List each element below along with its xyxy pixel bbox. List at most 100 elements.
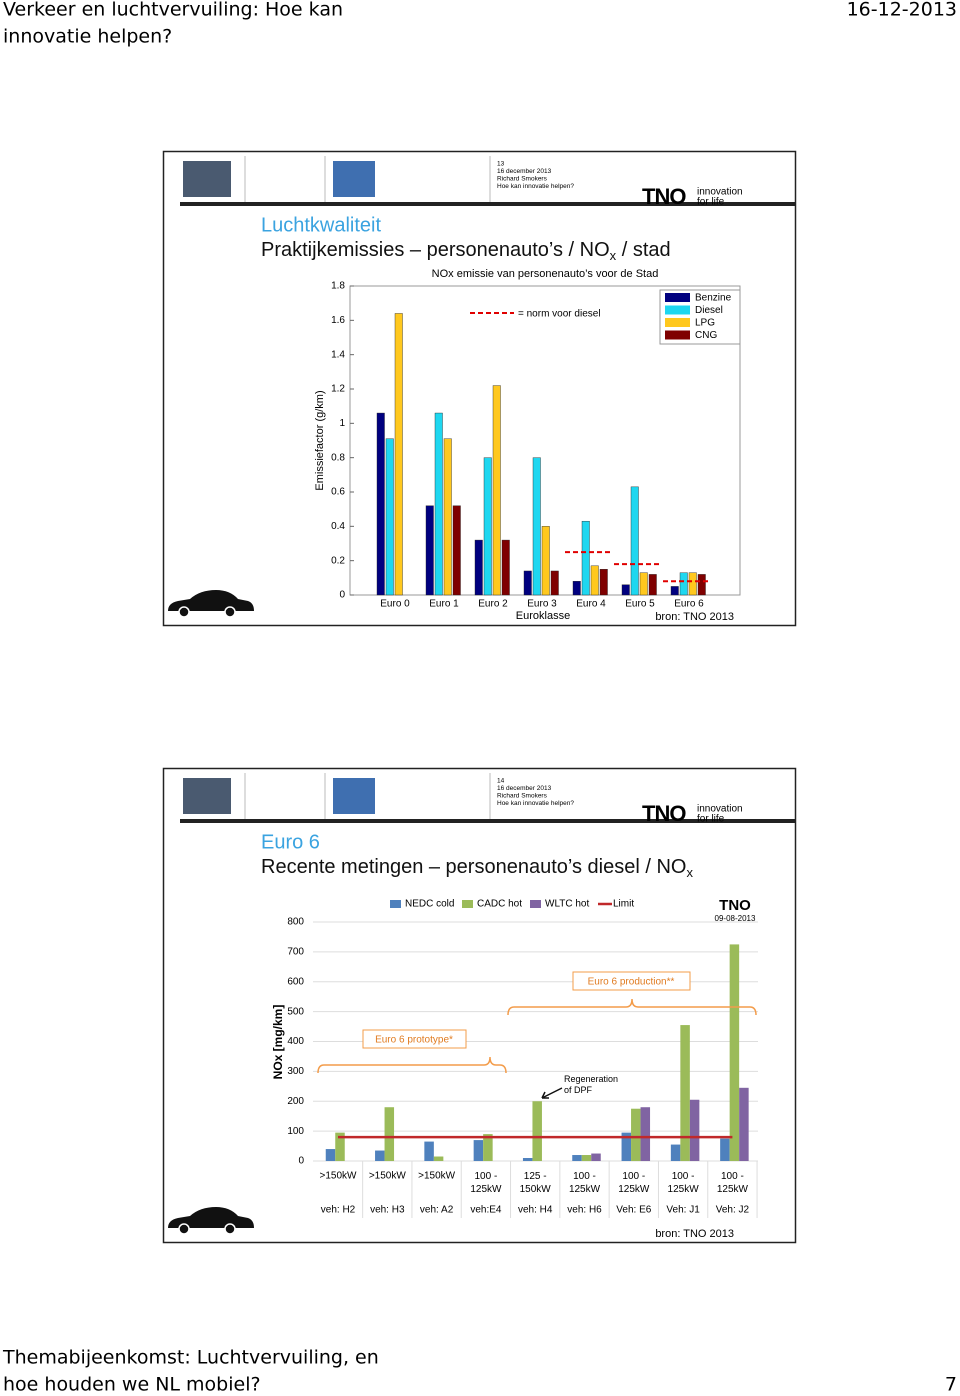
x-tick-part: 125kW xyxy=(569,1184,601,1195)
x-tick-label: Euro 0 xyxy=(380,599,410,610)
legend-label: CNG xyxy=(695,330,717,341)
bar xyxy=(670,1144,681,1161)
vehicle-label: veh: H4 xyxy=(518,1205,553,1216)
bar xyxy=(630,486,639,596)
bar xyxy=(729,944,740,1161)
vehicle-label: Veh: J1 xyxy=(666,1205,700,1216)
annotation: Euro 6 production** xyxy=(588,977,675,988)
y-axis-label: Emissiefactor (g/km) xyxy=(314,390,326,490)
bar xyxy=(590,565,599,596)
title-part: Recente metingen – personenauto’s diesel… xyxy=(261,856,686,878)
logo-mark: TNO xyxy=(642,184,686,209)
legend-label: NEDC cold xyxy=(405,899,454,910)
vehicle-label: Veh: E6 xyxy=(616,1205,651,1216)
slide-title: Recente metingen – personenauto’s diesel… xyxy=(261,856,693,880)
y-tick-label: 0.2 xyxy=(331,555,345,566)
bar xyxy=(483,1134,493,1161)
footer-text: hoe houden we NL mobiel? xyxy=(3,1374,261,1396)
bar xyxy=(424,1141,434,1161)
vehicle-label: veh: H3 xyxy=(370,1205,405,1216)
photo xyxy=(183,161,231,197)
bar xyxy=(639,572,648,596)
legend-swatch xyxy=(665,305,690,315)
logo-tagline: innovation xyxy=(697,804,743,815)
x-tick-part: 150kW xyxy=(520,1184,552,1195)
car-wheel xyxy=(178,1223,190,1235)
y-tick-label: 600 xyxy=(287,976,304,987)
slide-meta: 16 december 2013 xyxy=(497,168,552,175)
y-tick-label: 1.4 xyxy=(331,349,345,360)
bar xyxy=(492,385,501,596)
x-tick-part: 100 - xyxy=(622,1171,645,1182)
car-icon xyxy=(168,590,254,611)
x-tick-label: Euro 3 xyxy=(527,599,557,610)
x-tick-label: 100 - 125kW xyxy=(618,1171,650,1195)
bar xyxy=(581,520,590,596)
header-title: Verkeer en luchtvervuiling: Hoe kan xyxy=(3,0,343,21)
x-tick-label: Euro 1 xyxy=(429,599,459,610)
title-part: Praktijkemissies – personenauto’s / NO xyxy=(261,239,610,261)
y-tick-label: 1.8 xyxy=(331,281,345,292)
bar xyxy=(473,1140,484,1161)
norm-label: = norm voor diesel xyxy=(518,309,601,320)
x-tick-label: 100 - 125kW xyxy=(717,1171,749,1195)
bar xyxy=(376,412,385,596)
x-tick-part: 100 - xyxy=(573,1171,596,1182)
bar xyxy=(483,457,492,596)
x-tick-part: 125 - xyxy=(524,1171,547,1182)
bar xyxy=(689,1099,700,1161)
annotation-part: Regeneration xyxy=(564,1074,618,1084)
legend-swatch xyxy=(665,318,690,327)
y-tick-label: 0.4 xyxy=(331,521,345,532)
logo-mark: TNO xyxy=(642,801,686,826)
x-tick-part: 125kW xyxy=(470,1184,502,1195)
bar xyxy=(572,1155,582,1161)
x-tick-label: 100 - 125kW xyxy=(569,1171,601,1195)
bar xyxy=(572,581,581,596)
bar xyxy=(640,1107,651,1161)
x-tick-part: 125kW xyxy=(668,1184,700,1195)
photo xyxy=(183,778,231,814)
slide-meta: 14 xyxy=(497,778,505,785)
slide-kicker: Luchtkwaliteit xyxy=(261,214,382,236)
photo xyxy=(333,161,375,197)
legend-label: WLTC hot xyxy=(545,899,589,910)
annotation-box xyxy=(362,1029,467,1049)
legend-swatch xyxy=(530,900,541,908)
car-icon xyxy=(168,1207,254,1228)
annotation: Regeneration of DPF xyxy=(564,1074,618,1095)
car-wheel xyxy=(224,1223,236,1235)
page-number: 7 xyxy=(945,1374,957,1396)
bar xyxy=(550,570,559,596)
x-tick-label: >150kW xyxy=(320,1171,358,1182)
vehicle-label: veh: H6 xyxy=(567,1205,602,1216)
y-tick-label: 200 xyxy=(287,1096,304,1107)
y-tick-label: 100 xyxy=(287,1126,304,1137)
y-tick-label: 1.2 xyxy=(331,384,345,395)
x-tick-part: 125kW xyxy=(717,1184,749,1195)
header-date: 16-12-2013 xyxy=(847,0,957,21)
slide-meta: Hoe kan innovatie helpen? xyxy=(497,183,574,190)
bar xyxy=(599,569,608,596)
y-tick-label: 800 xyxy=(287,917,304,928)
brace xyxy=(507,998,757,1016)
legend-label: CADC hot xyxy=(477,899,522,910)
bar xyxy=(670,586,679,596)
slide-kicker: Euro 6 xyxy=(261,831,320,853)
vehicle-label: veh: H2 xyxy=(321,1205,356,1216)
bar xyxy=(522,1158,533,1161)
source: bron: TNO 2013 xyxy=(655,1228,734,1240)
bar xyxy=(720,1138,730,1161)
header-bar xyxy=(180,202,795,206)
arrow xyxy=(541,1087,563,1099)
bar xyxy=(621,584,630,596)
y-tick-label: 0 xyxy=(339,590,345,601)
bar xyxy=(384,1107,395,1161)
y-tick-label: 700 xyxy=(287,947,304,958)
bar xyxy=(433,1156,444,1161)
bar xyxy=(452,505,461,596)
legend-swatch xyxy=(462,900,473,908)
title-part: x xyxy=(686,865,693,880)
bar xyxy=(443,438,452,596)
